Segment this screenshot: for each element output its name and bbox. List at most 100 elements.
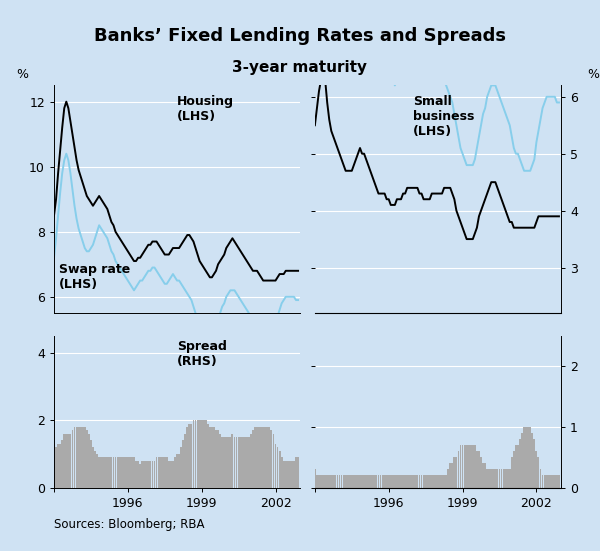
- Bar: [98, 457, 100, 488]
- Bar: [370, 476, 371, 488]
- Bar: [558, 476, 560, 488]
- Bar: [474, 445, 476, 488]
- Bar: [109, 457, 110, 488]
- Bar: [451, 463, 453, 488]
- Bar: [490, 469, 492, 488]
- Bar: [283, 461, 284, 488]
- Bar: [380, 476, 382, 488]
- Bar: [509, 469, 511, 488]
- Bar: [59, 444, 61, 488]
- Bar: [104, 457, 106, 488]
- Bar: [55, 447, 57, 488]
- Bar: [232, 434, 233, 488]
- Bar: [341, 476, 343, 488]
- Bar: [272, 434, 274, 488]
- Bar: [211, 427, 213, 488]
- Bar: [242, 437, 244, 488]
- Bar: [542, 476, 544, 488]
- Bar: [466, 445, 467, 488]
- Bar: [213, 427, 215, 488]
- Bar: [238, 437, 239, 488]
- Bar: [94, 451, 96, 488]
- Bar: [476, 451, 478, 488]
- Bar: [493, 469, 494, 488]
- Bar: [363, 476, 365, 488]
- Bar: [377, 476, 379, 488]
- Bar: [439, 476, 441, 488]
- Bar: [408, 476, 410, 488]
- Bar: [367, 476, 369, 488]
- Bar: [254, 427, 256, 488]
- Bar: [464, 445, 466, 488]
- Bar: [215, 430, 217, 488]
- Bar: [278, 451, 281, 488]
- Text: %: %: [587, 68, 599, 81]
- Text: Spread
(RHS): Spread (RHS): [177, 341, 227, 369]
- Bar: [324, 476, 326, 488]
- Bar: [472, 445, 474, 488]
- Bar: [494, 469, 496, 488]
- Bar: [552, 476, 554, 488]
- Bar: [435, 476, 437, 488]
- Bar: [168, 461, 170, 488]
- Bar: [334, 476, 337, 488]
- Bar: [285, 461, 287, 488]
- Bar: [64, 434, 65, 488]
- Bar: [517, 445, 519, 488]
- Bar: [250, 434, 252, 488]
- Bar: [84, 427, 86, 488]
- Bar: [365, 476, 367, 488]
- Bar: [337, 476, 338, 488]
- Bar: [376, 476, 377, 488]
- Bar: [229, 437, 232, 488]
- Bar: [458, 451, 460, 488]
- Bar: [123, 457, 125, 488]
- Bar: [402, 476, 404, 488]
- Bar: [318, 476, 320, 488]
- Bar: [507, 469, 509, 488]
- Bar: [443, 476, 445, 488]
- Bar: [373, 476, 376, 488]
- Bar: [148, 461, 149, 488]
- Bar: [314, 469, 316, 488]
- Bar: [125, 457, 127, 488]
- Text: Banks’ Fixed Lending Rates and Spreads: Banks’ Fixed Lending Rates and Spreads: [94, 27, 506, 45]
- Bar: [226, 437, 227, 488]
- Bar: [295, 457, 297, 488]
- Bar: [554, 476, 556, 488]
- Bar: [416, 476, 418, 488]
- Bar: [478, 451, 480, 488]
- Bar: [197, 420, 199, 488]
- Bar: [488, 469, 490, 488]
- Bar: [252, 430, 254, 488]
- Bar: [499, 469, 500, 488]
- Bar: [129, 457, 131, 488]
- Bar: [331, 476, 332, 488]
- Bar: [500, 469, 502, 488]
- Bar: [338, 476, 340, 488]
- Bar: [544, 476, 545, 488]
- Bar: [143, 461, 145, 488]
- Bar: [357, 476, 359, 488]
- Bar: [289, 461, 291, 488]
- Bar: [223, 437, 225, 488]
- Bar: [77, 427, 80, 488]
- Bar: [425, 476, 427, 488]
- Bar: [539, 469, 541, 488]
- Bar: [460, 445, 461, 488]
- Bar: [556, 476, 558, 488]
- Bar: [187, 427, 188, 488]
- Bar: [521, 433, 523, 488]
- Bar: [110, 457, 112, 488]
- Bar: [415, 476, 416, 488]
- Bar: [431, 476, 433, 488]
- Bar: [271, 430, 272, 488]
- Bar: [90, 440, 92, 488]
- Bar: [96, 454, 98, 488]
- Bar: [262, 427, 264, 488]
- Bar: [86, 430, 88, 488]
- Bar: [535, 451, 538, 488]
- Bar: [404, 476, 406, 488]
- Bar: [76, 427, 77, 488]
- Bar: [422, 476, 425, 488]
